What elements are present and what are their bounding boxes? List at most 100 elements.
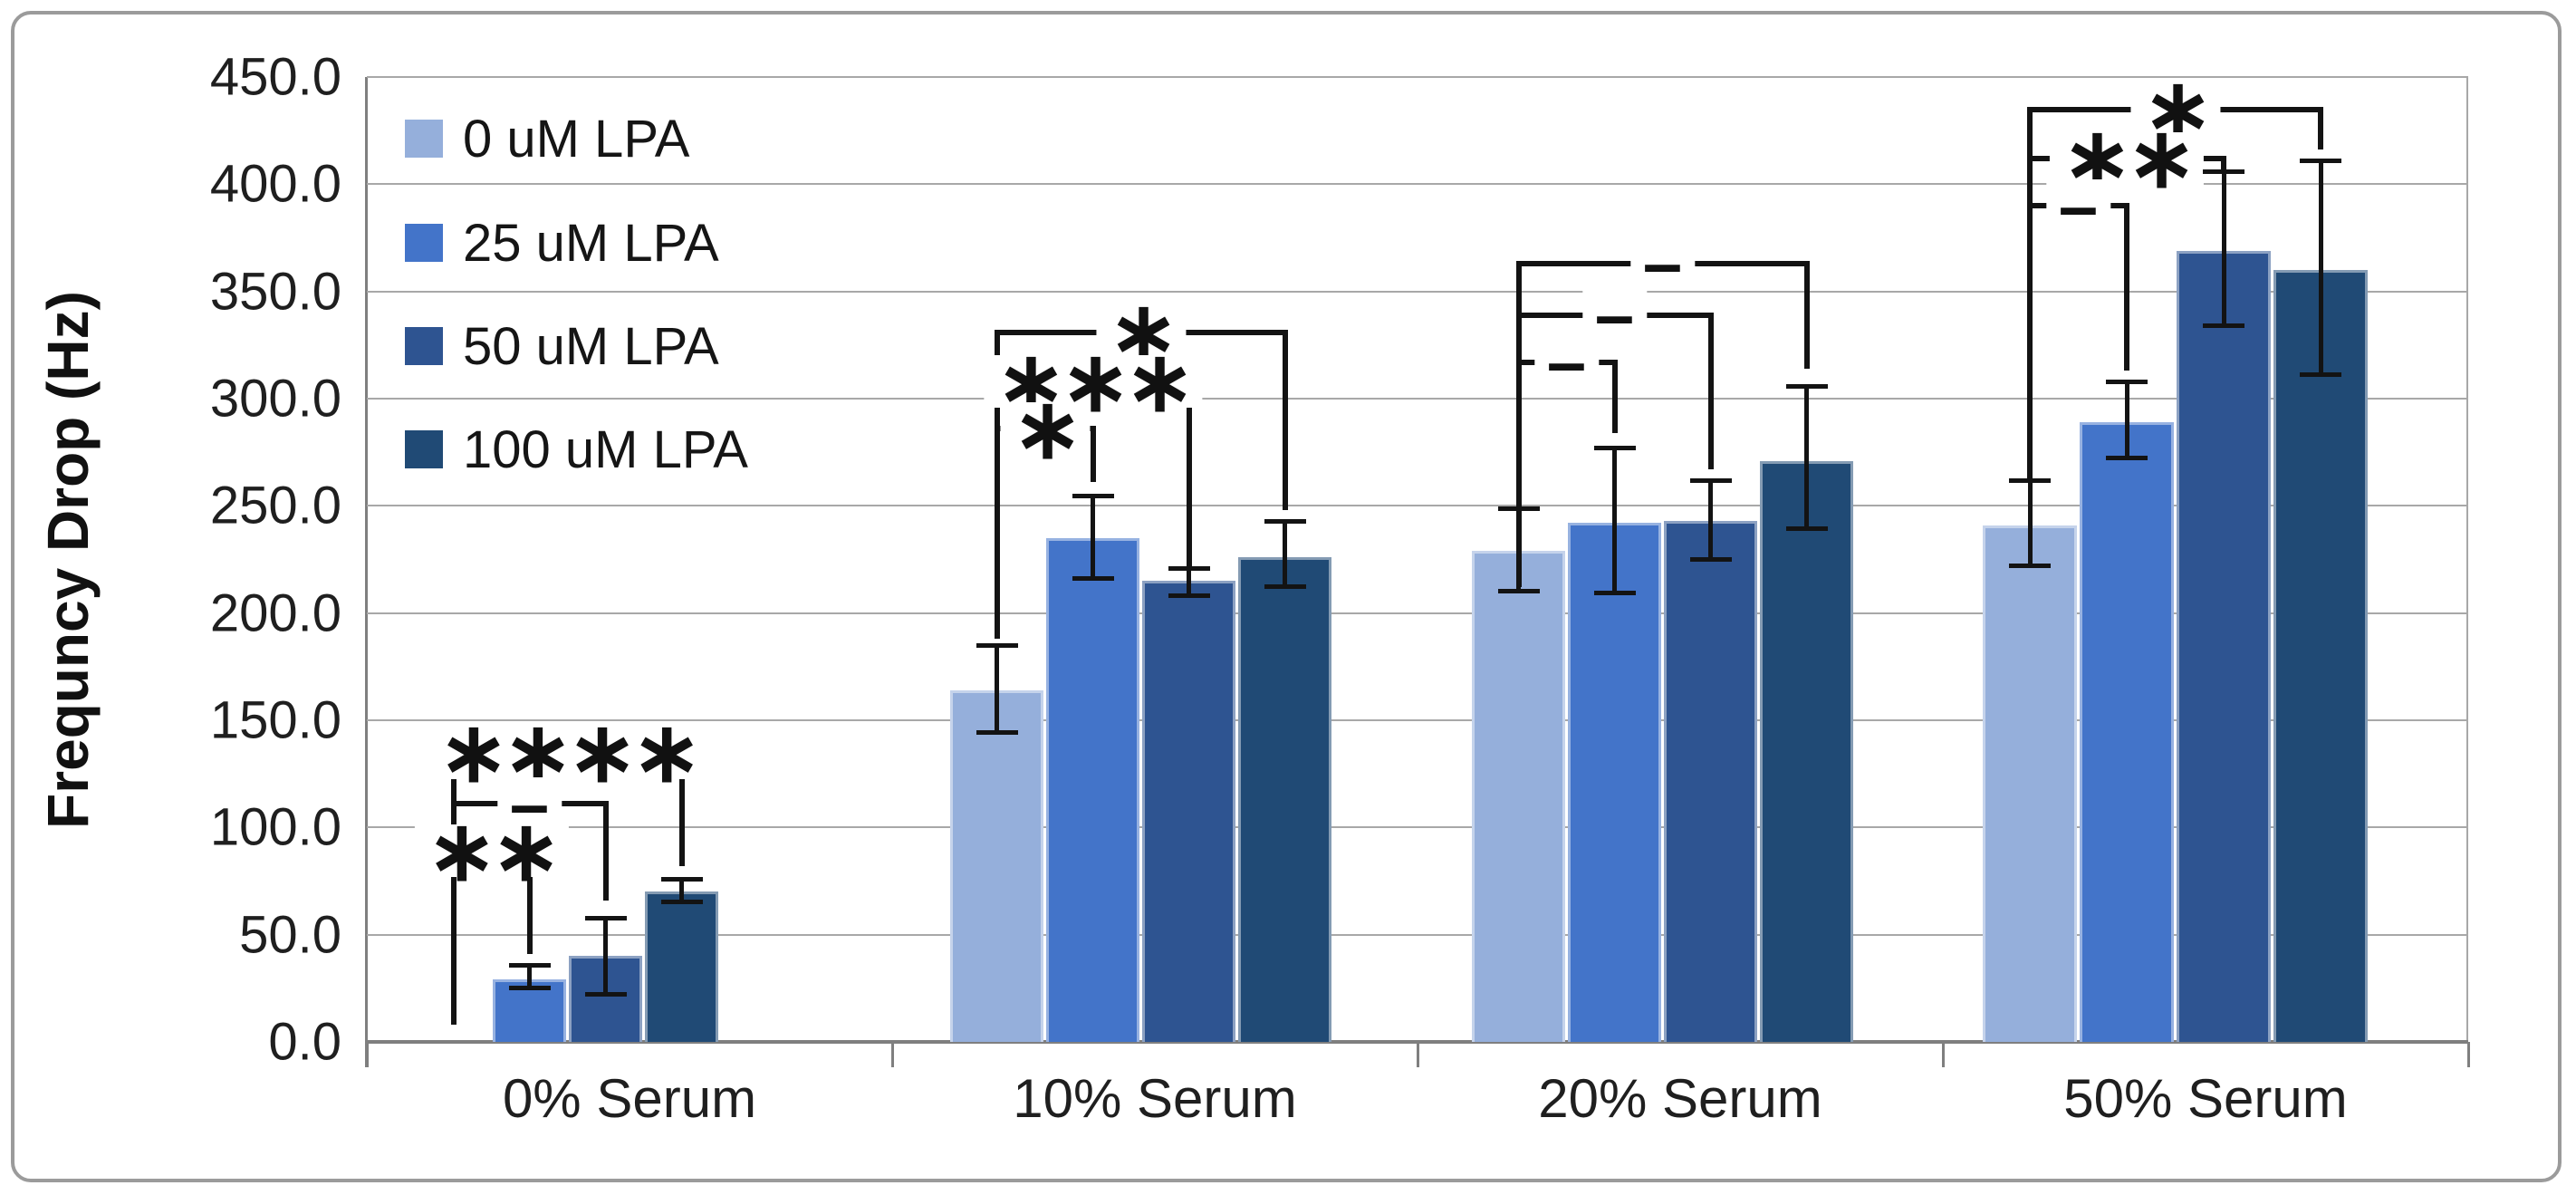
significance-label: ∗ [999,383,1091,476]
plot-area: 0 uM LPA 25 uM LPA 50 uM LPA 100 uM LPA ∗∗∗… [365,63,2470,1067]
error-bar-cap-top [1497,506,1540,511]
bar-50pct-25uM [2080,422,2174,1042]
legend-label: 50 uM LPA [463,316,719,376]
significance-label: ∗∗ [414,805,569,898]
legend-swatch-icon [405,327,443,365]
error-bar-line [1708,479,1713,560]
bracket-right-vertical [2124,206,2129,371]
y-axis-line [365,77,368,1067]
bracket-left-vertical [450,851,457,1026]
error-bar-cap-bottom [2009,563,2051,568]
bracket-right-vertical [1090,429,1096,483]
error-bar-line [679,879,684,903]
gridline-250 [367,505,2468,507]
error-bar-cap-bottom [1593,591,1636,596]
error-bar-cap-bottom [1168,593,1210,598]
bar-10pct-50uM [1142,581,1235,1042]
gridline-200 [367,612,2468,614]
bracket-right-vertical [2318,109,2323,150]
error-bar-cap-top [584,915,627,920]
legend-item-0uM: 0 uM LPA [405,106,689,171]
legend-item-100uM: 100 uM LPA [405,417,748,482]
error-bar-line [1187,567,1191,596]
bar-20pct-50uM [1664,520,1757,1042]
bar-50pct-0uM [1983,525,2077,1042]
error-bar-cap-top [1689,477,1732,483]
y-tick-label-200.0: 200.0 [209,583,341,643]
error-bar-cap-top [1168,565,1210,571]
legend-label: 0 uM LPA [463,109,690,169]
error-bar-cap-top [2106,380,2148,385]
y-tick-label-50.0: 50.0 [239,905,341,965]
x-axis-tick [1942,1042,1945,1067]
error-bar-cap-bottom [2203,323,2244,328]
error-bar-line [527,964,532,988]
x-category-label-20pct: 20% Serum [1538,1068,1822,1129]
bracket-right-vertical [678,752,685,866]
gridline-150 [367,719,2468,721]
legend-swatch-icon [405,224,443,262]
bar-10pct-100uM [1238,557,1331,1042]
legend-swatch-icon [405,430,443,468]
x-axis-tick [366,1042,369,1067]
error-bar-line [2318,160,2323,375]
significance-label: – [2045,166,2111,246]
significance-label: – [1629,223,1696,303]
bar-10pct-0uM [950,689,1043,1042]
error-bar-cap-bottom [1785,526,1828,532]
x-axis-category-labels: 0% Serum 10% Serum 20% Serum 50% Serum [367,1067,2468,1149]
error-bar-cap-top [2203,169,2244,175]
error-bar-cap-bottom [660,900,703,905]
legend-item-25uM: 25 uM LPA [405,210,719,275]
error-bar-cap-bottom [1072,575,1114,581]
x-axis-tick [891,1042,894,1067]
bracket-left-vertical [1515,361,1522,588]
legend-label: 25 uM LPA [463,213,719,273]
error-bar-cap-bottom [2300,371,2341,377]
legend-swatch-icon [405,120,443,158]
x-category-label-10pct: 10% Serum [1013,1068,1297,1129]
error-bar-line [1516,507,1521,592]
error-bar-line [995,645,999,734]
error-bar-line [603,917,608,995]
error-bar-line [1283,520,1287,588]
bar-20pct-0uM [1472,551,1565,1042]
y-axis-title: Frequncy Drop (Hz) [18,77,118,1042]
x-category-label-0pct: 0% Serum [502,1068,757,1129]
bracket-right-vertical [1186,381,1192,566]
bracket-right-vertical [1282,332,1288,511]
error-bar-cap-top [2009,477,2051,483]
error-bar-cap-bottom [976,730,1018,736]
y-tick-label-400.0: 400.0 [209,154,341,214]
error-bar-cap-top [1593,446,1636,451]
bar-20pct-25uM [1568,523,1661,1042]
bracket-right-vertical [526,851,533,954]
gridline-100 [367,826,2468,829]
bar-20pct-100uM [1760,460,1853,1042]
x-axis-tick [2467,1042,2470,1067]
y-tick-label-150.0: 150.0 [209,690,341,750]
error-bar-cap-top [1264,518,1306,524]
error-bar-cap-bottom [508,985,551,990]
x-category-label-50pct: 50% Serum [2063,1068,2348,1129]
error-bar-cap-bottom [584,991,627,997]
error-bar-line [2027,479,2033,566]
y-tick-label-100.0: 100.0 [209,797,341,857]
x-axis-tick [1417,1042,1419,1067]
bracket-right-vertical [1803,263,1810,369]
bracket-right-vertical [1707,314,1714,470]
error-bar-cap-top [660,877,703,882]
y-tick-label-350.0: 350.0 [209,262,341,322]
bracket-right-vertical [1611,361,1618,433]
y-tick-label-250.0: 250.0 [209,476,341,535]
error-bar-cap-top [2300,159,2341,164]
error-bar-cap-top [1785,383,1828,389]
bracket-right-vertical [602,804,609,901]
error-bar-line [1091,495,1095,579]
gridline-350 [367,290,2468,293]
plot-right-border [2466,77,2468,1042]
error-bar-cap-top [976,643,1018,649]
y-tick-label-450.0: 450.0 [209,47,341,107]
gridline-300 [367,398,2468,400]
bracket-right-vertical [2221,158,2226,169]
